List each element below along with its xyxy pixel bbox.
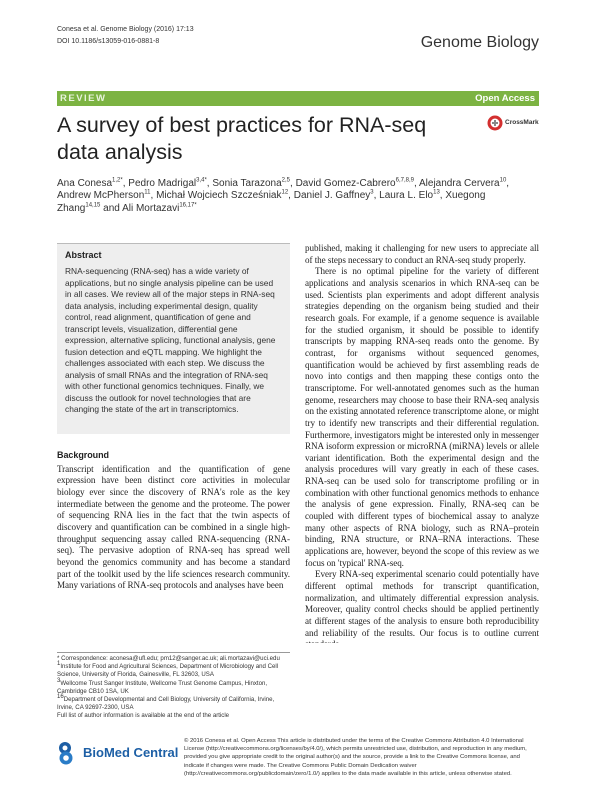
crossmark-badge[interactable]: CrossMark [487, 113, 547, 135]
author-list: Ana Conesa1,2*, Pedro Madrigal3,4*, Soni… [57, 178, 527, 215]
footnote: 1Institute for Food and Agricultural Sci… [57, 661, 290, 679]
author-name: David Gomez-Cabrero [295, 178, 396, 189]
paragraph: published, making it challenging for new… [305, 243, 539, 265]
author-name: Michał Wojciech Szcześniak [156, 190, 282, 202]
author-name: Laura L. Elo [379, 190, 434, 202]
journal-name: Genome Biology [420, 34, 539, 51]
author-separator: , [413, 178, 417, 189]
banner: REVIEW Open Access [57, 91, 539, 106]
footnote: 3Wellcome Trust Sanger Institute, Wellco… [57, 677, 290, 696]
footnote-mark: 16 [57, 693, 64, 700]
author-separator: , [506, 178, 510, 189]
footnote-mark: 1 [57, 661, 61, 668]
author: Ali Mortazavi16,17* [122, 202, 197, 214]
footnotes: * Correspondence: aconesa@ufl.edu; pm12@… [57, 655, 290, 721]
citation: Conesa et al. Genome Biology (2016) 17:1… [57, 26, 194, 33]
article-type: REVIEW [60, 93, 107, 104]
footnote-rule [57, 652, 290, 653]
author-separator: , [439, 190, 443, 202]
author-name: Ana Conesa [57, 178, 113, 189]
author-affiliation: 10 [499, 177, 507, 184]
author-affiliation: 11 [144, 189, 151, 196]
author: Sonia Tarazona2,5, [212, 178, 292, 189]
license: © 2016 Conesa et al. Open Access This ar… [184, 738, 527, 777]
author-separator: , [288, 190, 291, 202]
author: Daniel J. Gaffney3, [294, 190, 377, 201]
author-affiliation: 2,5 [281, 177, 291, 184]
footnote: * Correspondence: aconesa@ufl.edu; pm12@… [57, 655, 290, 663]
footnote: Full list of author information is avail… [57, 712, 290, 720]
publisher-name: BioMed Central [83, 745, 179, 760]
author: Andrew McPherson11, [57, 190, 153, 201]
author-name: Sonia Tarazona [212, 178, 282, 189]
author-affiliation: 12 [281, 189, 289, 196]
paragraph: There is no optimal pipeline for the var… [305, 266, 539, 568]
abstract-heading: Abstract [65, 250, 102, 260]
crossmark-icon [487, 115, 503, 131]
article-title: A survey of best practices for RNA-seq d… [57, 113, 427, 164]
right-column: published, making it challenging for new… [305, 243, 539, 643]
author-separator: , [150, 190, 154, 202]
author-separator: and [103, 202, 120, 214]
author-affiliation: 1,2* [112, 177, 123, 184]
footnote-mark: 3 [57, 677, 61, 684]
author-affiliation: 3,4* [196, 177, 207, 184]
paragraph: Transcript identification and the quanti… [57, 463, 290, 591]
author-separator: , [373, 190, 377, 202]
author: Michał Wojciech Szcześniak12, [156, 190, 291, 201]
abstract-text: RNA-sequencing (RNA-seq) has a wide vari… [65, 266, 276, 414]
author: David Gomez-Cabrero6,7,8,9, [296, 178, 417, 189]
author-affiliation: 6,7,8,9 [395, 177, 414, 184]
author-affiliation: 3 [370, 189, 374, 196]
author-name: Xuegong Zhang [57, 190, 486, 214]
publisher-icon [59, 742, 73, 765]
crossmark-label: CrossMark [505, 119, 539, 126]
author-name: Andrew McPherson [57, 190, 145, 202]
author-affiliation: 13 [433, 189, 440, 196]
doi: DOI 10.1186/s13059-016-0881-8 [57, 38, 160, 45]
author-affiliation: 14,15 [85, 202, 101, 209]
footnote-text: Department of Developmental and Cell Bio… [57, 696, 275, 712]
author-name: Pedro Madrigal [128, 178, 197, 189]
author: Alejandra Cervera10, [419, 178, 509, 189]
open-access: Open Access [475, 93, 535, 104]
author-name: Alejandra Cervera [419, 178, 500, 189]
author: Laura L. Elo13, [379, 190, 442, 201]
paragraph: Every RNA-seq experimental scenario coul… [305, 569, 539, 643]
footnote-text: Correspondence: aconesa@ufl.edu; pm12@sa… [61, 655, 280, 662]
section-heading: Background [57, 450, 110, 460]
footnote-text: Full list of author information is avail… [57, 712, 230, 720]
author-name: Ali Mortazavi [122, 202, 180, 214]
author: Ana Conesa1,2*, [57, 178, 126, 189]
background-section: Background Transcript identification and… [57, 450, 290, 642]
footnote-text: Wellcome Trust Sanger Institute, Wellcom… [57, 679, 268, 695]
footnote: 16Department of Developmental and Cell B… [57, 693, 290, 712]
author: Pedro Madrigal3,4*, [128, 178, 209, 189]
author: Xuegong Zhang14,15 and [57, 190, 485, 213]
publisher-logo: BioMed Central [57, 740, 179, 766]
author-separator: , [206, 178, 210, 189]
author-separator: , [290, 178, 293, 189]
footnote-text: Institute for Food and Agricultural Scie… [57, 663, 279, 679]
abstract-box: Abstract RNA-sequencing (RNA-seq) has a … [57, 243, 290, 434]
author-affiliation: 16,17* [179, 202, 197, 209]
author-separator: , [122, 178, 126, 189]
author-name: Daniel J. Gaffney [293, 190, 371, 202]
